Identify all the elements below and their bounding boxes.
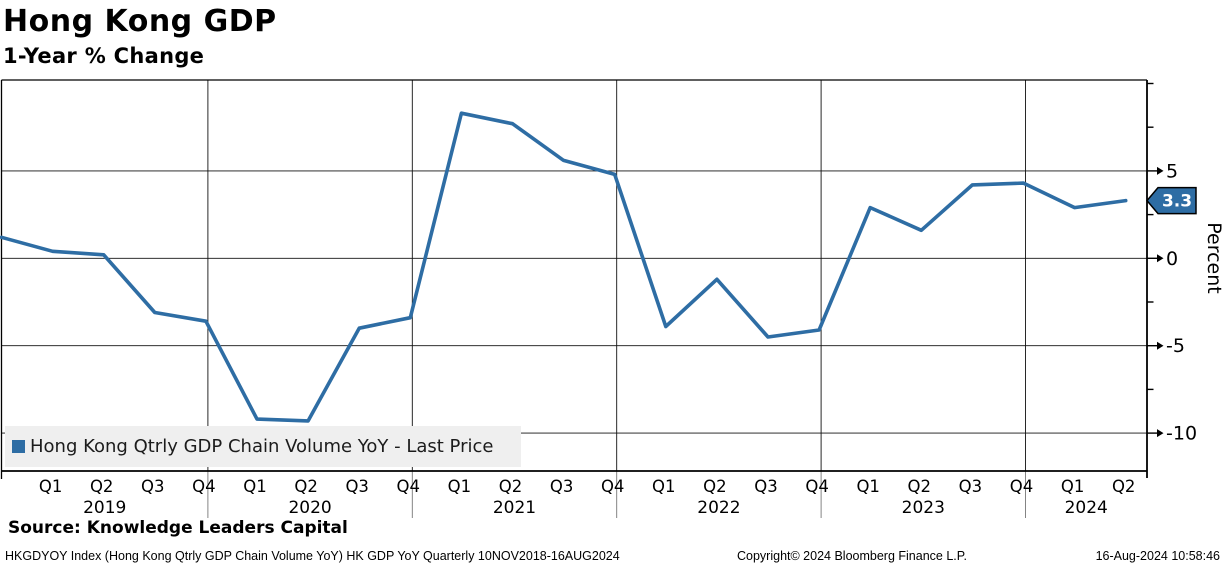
x-tick-label-quarter: Q3 <box>345 477 369 496</box>
legend-series-label: Hong Kong Qtrly GDP Chain Volume YoY - L… <box>30 436 494 457</box>
source-line: Source: Knowledge Leaders Capital <box>8 518 348 538</box>
last-price-badge <box>1146 186 1197 215</box>
x-axis-year-label: 2024 <box>1065 498 1108 518</box>
y-axis-title: Percent <box>1203 222 1224 294</box>
x-tick-label-quarter: Q1 <box>39 477 63 496</box>
y-axis-tick-label: -10 <box>1166 423 1197 445</box>
x-tick-label-quarter: Q2 <box>703 477 727 496</box>
x-axis-year-label: 2020 <box>288 498 331 518</box>
copyright-notice: Copyright© 2024 Bloomberg Finance L.P. <box>737 549 967 563</box>
x-tick-label-quarter: Q3 <box>141 477 165 496</box>
page-subtitle: 1-Year % Change <box>3 44 205 68</box>
x-tick-label-quarter: Q1 <box>1061 477 1085 496</box>
y-axis-tick-label: 0 <box>1166 248 1178 270</box>
x-tick-label-quarter: Q4 <box>805 477 829 496</box>
x-tick-label-quarter: Q2 <box>908 477 932 496</box>
x-tick-label-quarter: Q2 <box>294 477 318 496</box>
y-axis-tick-label: 5 <box>1166 160 1178 182</box>
x-tick-label-quarter: Q1 <box>652 477 676 496</box>
timestamp: 16-Aug-2024 10:58:46 <box>1095 549 1220 563</box>
y-axis-tick-arrow <box>1157 166 1164 175</box>
x-axis-year-label: 2022 <box>697 498 740 518</box>
x-tick-label-quarter: Q4 <box>192 477 216 496</box>
x-axis-year-label: 2019 <box>83 498 126 518</box>
last-price-value: 3.3 <box>1162 192 1192 212</box>
x-tick-label-quarter: Q4 <box>1010 477 1034 496</box>
x-tick-label-quarter: Q1 <box>448 477 472 496</box>
x-axis-year-label: 2023 <box>902 498 945 518</box>
legend: Hong Kong Qtrly GDP Chain Volume YoY - L… <box>5 426 521 467</box>
y-axis-tick-arrow <box>1157 429 1164 438</box>
x-tick-label-quarter: Q2 <box>1112 477 1136 496</box>
x-tick-label-quarter: Q2 <box>90 477 114 496</box>
page-title: Hong Kong GDP <box>3 4 277 39</box>
x-tick-label-quarter: Q4 <box>601 477 625 496</box>
y-axis-tick-arrow <box>1157 254 1164 263</box>
y-axis-tick-label: -5 <box>1166 335 1185 357</box>
x-tick-label-quarter: Q1 <box>856 477 880 496</box>
x-tick-label-quarter: Q1 <box>243 477 267 496</box>
x-axis-year-label: 2021 <box>493 498 536 518</box>
x-tick-label-quarter: Q3 <box>550 477 574 496</box>
y-axis-tick-arrow <box>1157 341 1164 350</box>
x-tick-label-quarter: Q4 <box>397 477 421 496</box>
ticker-description: HKGDYOY Index (Hong Kong Qtrly GDP Chain… <box>5 549 620 563</box>
x-tick-label-quarter: Q2 <box>499 477 523 496</box>
gdp-series-line <box>0 111 1128 423</box>
x-tick-label-quarter: Q3 <box>959 477 983 496</box>
x-tick-label-quarter: Q3 <box>754 477 778 496</box>
legend-series-marker <box>12 440 25 453</box>
